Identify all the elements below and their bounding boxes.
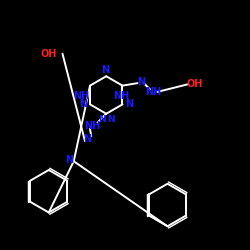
Text: NH: NH — [146, 87, 162, 97]
Text: N: N — [65, 155, 73, 165]
Text: OH: OH — [187, 78, 203, 89]
Text: NH: NH — [73, 91, 90, 101]
Text: N: N — [126, 99, 134, 110]
Text: N: N — [101, 65, 109, 75]
Text: N: N — [83, 134, 91, 144]
Text: N: N — [79, 99, 87, 110]
Text: NH: NH — [113, 91, 129, 101]
Text: OH: OH — [40, 49, 57, 59]
Text: N: N — [107, 116, 114, 124]
Text: N: N — [137, 78, 145, 88]
Text: N: N — [98, 116, 106, 124]
Text: NH: NH — [84, 121, 100, 131]
